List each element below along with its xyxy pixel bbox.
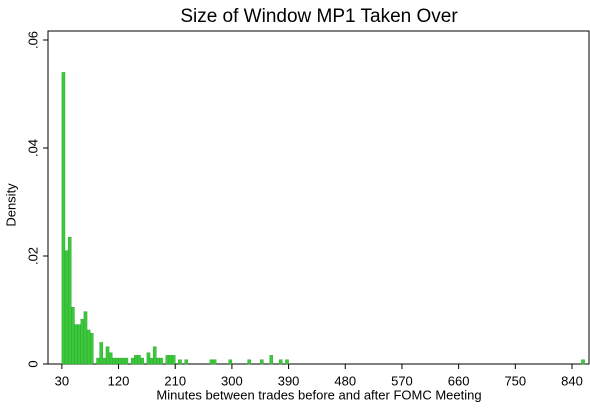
bar	[171, 355, 176, 365]
bar	[112, 357, 116, 365]
y-tick-label: .02	[25, 247, 40, 265]
bar	[228, 359, 233, 365]
bar	[260, 359, 264, 365]
bar	[121, 357, 126, 365]
bar	[146, 352, 151, 365]
x-tick-label: 300	[221, 373, 243, 388]
bar	[130, 357, 135, 365]
x-tick-label: 840	[561, 373, 583, 388]
bar	[118, 357, 122, 365]
y-axis-label: Density	[3, 183, 18, 227]
bar	[278, 359, 283, 365]
bar	[102, 357, 107, 365]
bar	[134, 355, 138, 365]
y-tick-label: 0	[25, 360, 40, 367]
x-tick-label: 210	[164, 373, 186, 388]
bar	[209, 359, 214, 365]
bar	[178, 359, 182, 365]
bar	[83, 311, 88, 365]
bar	[137, 355, 141, 365]
bar	[64, 250, 69, 365]
bar	[165, 355, 170, 365]
y-tick-label: .04	[25, 139, 40, 157]
bar	[74, 324, 78, 365]
bar	[77, 324, 81, 365]
bar	[212, 359, 217, 365]
x-tick-label: 120	[108, 373, 130, 388]
bar	[80, 318, 85, 365]
bar	[152, 346, 157, 365]
bar	[168, 355, 173, 365]
bar	[156, 357, 160, 365]
plot-frame	[47, 30, 590, 365]
bar	[140, 357, 144, 365]
x-tick-label: 750	[504, 373, 526, 388]
x-tick-label: 570	[391, 373, 413, 388]
x-tick-label: 480	[334, 373, 356, 388]
bar	[61, 72, 66, 365]
bar	[99, 342, 103, 365]
bar	[89, 333, 94, 365]
bar	[159, 357, 163, 365]
bar	[149, 357, 154, 365]
bar	[247, 359, 251, 365]
x-tick-label: 30	[55, 373, 69, 388]
bar	[581, 359, 585, 365]
x-axis-label: Minutes between trades before and after …	[156, 387, 481, 402]
bar	[105, 346, 110, 365]
bar	[285, 359, 289, 365]
chart-title: Size of Window MP1 Taken Over	[180, 6, 458, 27]
bar	[115, 357, 119, 365]
bar	[269, 355, 274, 365]
x-tick-label: 660	[448, 373, 470, 388]
bar	[124, 357, 129, 365]
bar	[184, 359, 189, 365]
x-tick-label: 390	[278, 373, 300, 388]
bar	[71, 307, 75, 365]
bar	[108, 352, 113, 365]
bar	[96, 357, 100, 365]
bar	[86, 329, 91, 365]
bar	[67, 236, 72, 365]
y-tick-label: .06	[25, 31, 40, 49]
